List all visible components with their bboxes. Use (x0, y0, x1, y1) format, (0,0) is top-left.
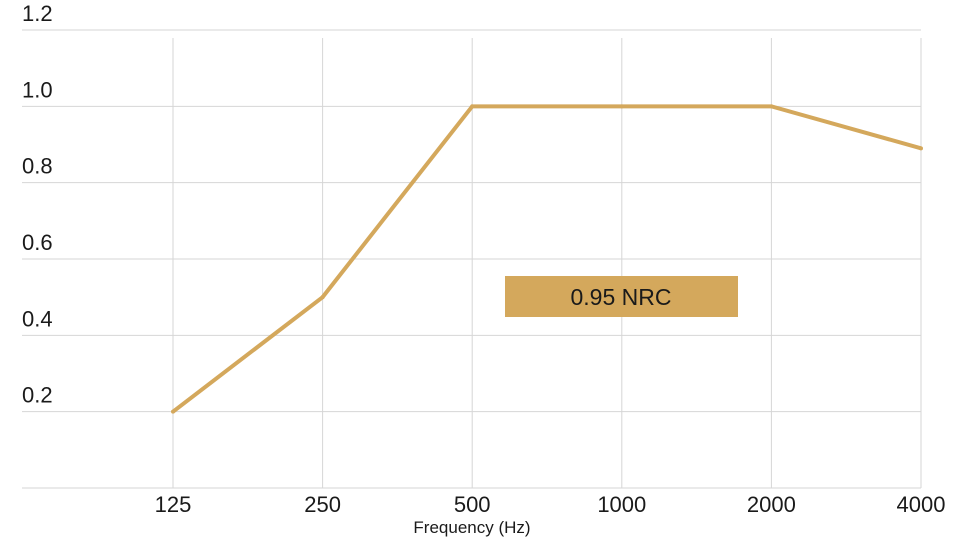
grid (22, 29, 922, 489)
data-point (919, 146, 923, 151)
y-tick-label: 0.6 (22, 230, 53, 255)
absorption-series-line (171, 104, 922, 414)
data-point (171, 409, 175, 414)
nrc-badge-label: 0.95 NRC (571, 284, 672, 310)
x-axis-ticks: 125 250 500 1000 2000 4000 (155, 492, 946, 517)
y-axis-ticks: 0.2 0.4 0.6 0.8 1.0 1.2 (22, 1, 53, 408)
x-tick-label: 125 (155, 492, 192, 517)
y-tick-label: 1.0 (22, 77, 53, 102)
y-tick-label: 1.2 (22, 1, 53, 26)
x-axis-label: Frequency (Hz) (413, 518, 530, 537)
y-tick-label: 0.2 (22, 383, 53, 408)
x-tick-label: 250 (304, 492, 341, 517)
data-point (769, 104, 774, 109)
data-point (619, 104, 624, 109)
nrc-badge-background (505, 276, 738, 317)
y-tick-label: 0.4 (22, 306, 53, 331)
series-layer (171, 104, 923, 414)
data-point (320, 295, 325, 300)
x-tick-label: 4000 (897, 492, 946, 517)
x-tick-label: 1000 (597, 492, 646, 517)
data-point (470, 104, 475, 109)
x-tick-label: 2000 (747, 492, 796, 517)
y-tick-label: 0.8 (22, 154, 53, 179)
nrc-badge: 0.95 NRC (505, 276, 738, 317)
x-tick-label: 500 (454, 492, 491, 517)
